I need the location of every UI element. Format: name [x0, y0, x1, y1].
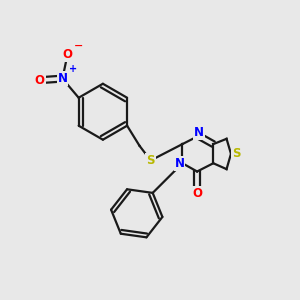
Text: −: − — [74, 41, 84, 51]
Text: N: N — [174, 157, 184, 170]
Text: O: O — [35, 74, 45, 87]
Text: N: N — [194, 126, 204, 140]
Text: O: O — [192, 187, 202, 200]
Text: +: + — [69, 64, 77, 74]
Text: O: O — [62, 48, 72, 61]
Text: N: N — [58, 72, 68, 85]
Text: S: S — [232, 147, 241, 160]
Text: S: S — [146, 154, 155, 167]
